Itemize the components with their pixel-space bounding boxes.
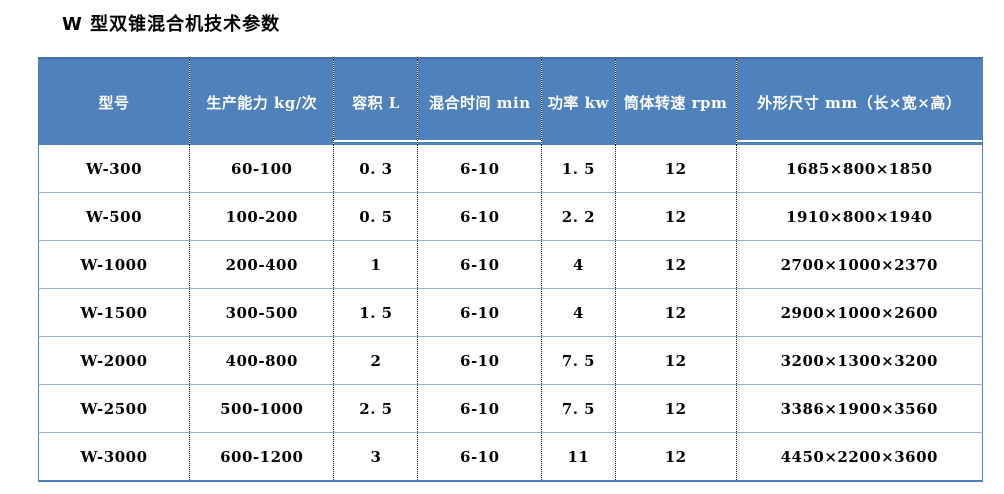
table-cell: 2900×1000×2600 (736, 288, 983, 337)
table-cell: W-2000 (38, 336, 191, 385)
table-cell: 6-10 (417, 240, 543, 289)
table-cell: 12 (615, 432, 737, 481)
table-cell: 4450×2200×3600 (736, 432, 983, 481)
table-cell: 12 (615, 384, 737, 433)
table-header-row: 型号 生产能力 kg/次 容积 L 混合时间 min 功率 kw 筒体转速 rpm 外形尺寸… (38, 58, 983, 145)
header-cell-4: 混合时间 min (417, 58, 543, 145)
table-row: W-2500 500-1000 2. 5 6-10 7. 5 12 3386×1900×35… (38, 384, 983, 433)
table-cell: 600-1200 (189, 432, 335, 481)
table-cell: 300-500 (189, 288, 335, 337)
header-cell-3: 容积 L (333, 58, 419, 145)
table-cell: 12 (615, 145, 737, 193)
table-cell: W-3000 (38, 432, 191, 481)
table-cell: 400-800 (189, 336, 335, 385)
table-cell: 6-10 (417, 192, 543, 241)
table-cell: 1. 5 (333, 288, 419, 337)
table-cell: 60-100 (189, 145, 335, 193)
table-cell: 3200×1300×3200 (736, 336, 983, 385)
table-cell: 1685×800×1850 (736, 145, 983, 193)
table-cell: 7. 5 (541, 336, 616, 385)
table-cell: W-1500 (38, 288, 191, 337)
table-row: W-1000 200-400 1 6-10 4 12 2700×1000×2370 (38, 240, 983, 289)
table-cell: 6-10 (417, 384, 543, 433)
specs-table: 型号 生产能力 kg/次 容积 L 混合时间 min 功率 kw 筒体转速 rpm 外形尺寸… (38, 57, 983, 482)
table-cell: 0. 5 (333, 192, 419, 241)
header-cell-6: 筒体转速 rpm (615, 58, 737, 145)
table-cell: 3386×1900×3560 (736, 384, 983, 433)
table-cell: 500-1000 (189, 384, 335, 433)
page-title: W 型双锥混合机技术参数 (62, 14, 281, 35)
table-cell: 6-10 (417, 288, 543, 337)
table-cell: 200-400 (189, 240, 335, 289)
table-cell: 12 (615, 288, 737, 337)
table-cell: 2. 2 (541, 192, 616, 241)
table-row: W-3000 600-1200 3 6-10 11 12 4450×2200×3600 (38, 432, 983, 481)
table-cell: 12 (615, 336, 737, 385)
table-cell: 3 (333, 432, 419, 481)
table-cell: 6-10 (417, 145, 543, 193)
table-cell: W-300 (38, 145, 191, 193)
table-cell: W-1000 (38, 240, 191, 289)
table-cell: 100-200 (189, 192, 335, 241)
table-cell: 6-10 (417, 432, 543, 481)
header-cell-5: 功率 kw (541, 58, 616, 145)
table-cell: 7. 5 (541, 384, 616, 433)
table-cell: 1 (333, 240, 419, 289)
table-body: W-300 60-100 0. 3 6-10 1. 5 12 1685×800×1850 W-… (38, 145, 983, 481)
table-cell: 12 (615, 240, 737, 289)
table-row: W-1500 300-500 1. 5 6-10 4 12 2900×1000×2600 (38, 288, 983, 337)
table-row: W-300 60-100 0. 3 6-10 1. 5 12 1685×800×1850 (38, 145, 983, 193)
table-cell: 2. 5 (333, 384, 419, 433)
table-cell: 2700×1000×2370 (736, 240, 983, 289)
table-cell: 4 (541, 240, 616, 289)
table-cell: 11 (541, 432, 616, 481)
table-cell: 2 (333, 336, 419, 385)
table-cell: W-500 (38, 192, 191, 241)
table-cell: 4 (541, 288, 616, 337)
header-cell-2: 生产能力 kg/次 (189, 58, 335, 145)
table-cell: 1910×800×1940 (736, 192, 983, 241)
table-cell: 1. 5 (541, 145, 616, 193)
table-cell: 12 (615, 192, 737, 241)
table-cell: 0. 3 (333, 145, 419, 193)
table-row: W-2000 400-800 2 6-10 7. 5 12 3200×1300×3200 (38, 336, 983, 385)
header-cell-7: 外形尺寸 mm（长×宽×高） (736, 58, 983, 145)
table-row: W-500 100-200 0. 5 6-10 2. 2 12 1910×800×1940 (38, 192, 983, 241)
header-cell-1: 型号 (38, 58, 191, 145)
table-cell: 6-10 (417, 336, 543, 385)
table-cell: W-2500 (38, 384, 191, 433)
